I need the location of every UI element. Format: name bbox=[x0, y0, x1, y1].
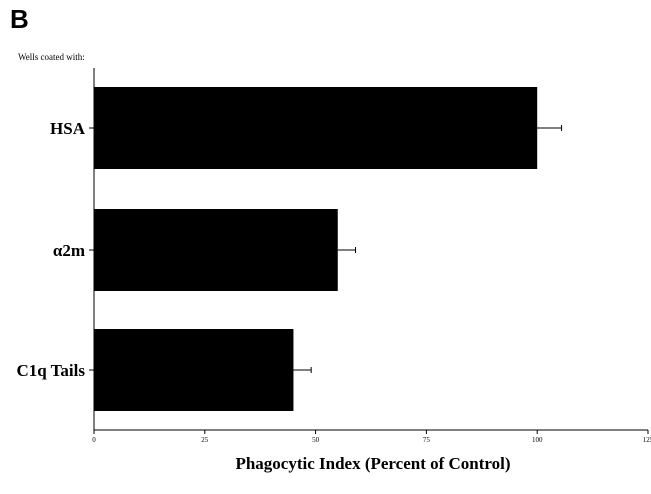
x-tick-label: 50 bbox=[312, 436, 320, 444]
x-tick-label: 75 bbox=[423, 436, 431, 444]
x-tick-label: 25 bbox=[201, 436, 209, 444]
x-tick-label: 125 bbox=[643, 436, 651, 444]
x-tick-label: 100 bbox=[532, 436, 543, 444]
bar bbox=[94, 209, 338, 291]
panel-letter: B bbox=[10, 4, 29, 34]
wells-coated-note: Wells coated with: bbox=[18, 52, 85, 62]
category-label: α2m bbox=[53, 241, 85, 260]
x-tick-label: 0 bbox=[92, 436, 96, 444]
x-axis-label: Phagocytic Index (Percent of Control) bbox=[235, 454, 511, 473]
bar bbox=[94, 87, 538, 169]
bar bbox=[94, 329, 294, 411]
category-label: HSA bbox=[50, 119, 86, 138]
category-label: C1q Tails bbox=[16, 361, 85, 380]
